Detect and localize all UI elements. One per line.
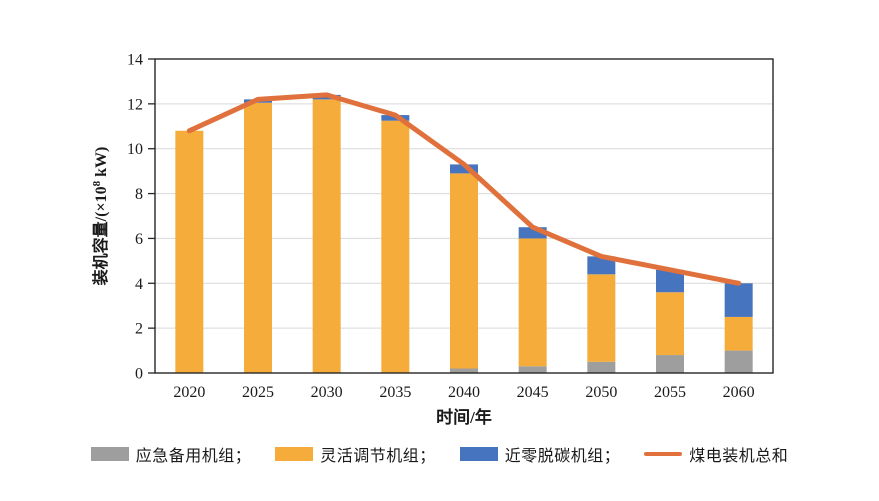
x-tick-label: 2045 — [517, 384, 549, 401]
bar-segment — [587, 361, 616, 373]
x-tick-label: 2055 — [654, 384, 686, 401]
x-axis-title: 时间/年 — [436, 407, 492, 427]
y-tick-label: 0 — [135, 366, 143, 383]
legend-label: 应急备用机组； — [135, 448, 252, 465]
chart-canvas: 0 2 4 6 8 10 12 14 2020 2025 2030 2035 2040 2045 2050 2… — [91, 52, 774, 427]
y-tick-label: 14 — [127, 52, 143, 69]
bar-segment — [724, 283, 753, 317]
bar-segment — [312, 99, 341, 373]
bar-segment — [587, 256, 616, 275]
bar-segment — [381, 120, 410, 373]
legend-label: 灵活调节机组； — [320, 448, 436, 465]
bar-segment — [656, 269, 684, 293]
legend-item: 煤电装机总和 — [644, 442, 788, 466]
legend-color-swatch — [459, 447, 498, 461]
x-tick-label: 2020 — [173, 384, 205, 401]
y-tick-label: 4 — [135, 276, 143, 293]
bar-segment — [724, 316, 753, 351]
bar-segment — [450, 368, 478, 373]
x-tick-label: 2060 — [723, 384, 755, 401]
x-tick-label: 2050 — [585, 384, 617, 401]
chart-legend: 应急备用机组； 灵活调节机组； 近零脱碳机组； 煤电装机总和 — [0, 442, 879, 466]
bar-segment — [175, 130, 204, 373]
plot-border — [154, 58, 774, 374]
bar-segment — [724, 350, 753, 373]
y-tick-label: 10 — [127, 141, 143, 158]
y-axis-title: 装机容量/(×108 kW) — [91, 147, 110, 287]
bar-segment — [587, 274, 616, 362]
y-tick-label: 6 — [135, 231, 143, 248]
bar-segment — [518, 366, 547, 373]
bar-segment — [656, 355, 684, 373]
y-tick-label: 8 — [135, 186, 143, 203]
total-line — [186, 92, 742, 286]
x-tick-label: 2030 — [311, 384, 343, 401]
bar-series — [175, 94, 753, 373]
y-tick-label: 12 — [127, 96, 143, 113]
x-tick-label: 2040 — [448, 384, 480, 401]
x-tick-label: 2025 — [242, 384, 274, 401]
bar-segment — [518, 238, 547, 367]
legend-item: 应急备用机组； — [90, 442, 252, 466]
bar-segment — [656, 292, 684, 356]
bar-segment — [244, 102, 272, 373]
bar-segment — [450, 173, 478, 369]
axes: 0 2 4 6 8 10 12 14 2020 2025 2030 2035 2040 2045 2050 2… — [127, 52, 755, 402]
legend-item: 灵活调节机组； — [275, 442, 436, 466]
legend-color-swatch — [275, 447, 314, 461]
y-tick-label: 2 — [135, 321, 143, 338]
legend-line-swatch — [644, 452, 683, 456]
bar-segment — [450, 164, 478, 174]
legend-item: 近零脱碳机组； — [459, 442, 621, 466]
legend-color-swatch — [90, 447, 129, 461]
legend-label: 近零脱碳机组； — [504, 448, 621, 465]
bar-segment — [518, 227, 547, 239]
x-tick-label: 2035 — [379, 384, 411, 401]
legend-label: 煤电装机总和 — [689, 448, 789, 465]
